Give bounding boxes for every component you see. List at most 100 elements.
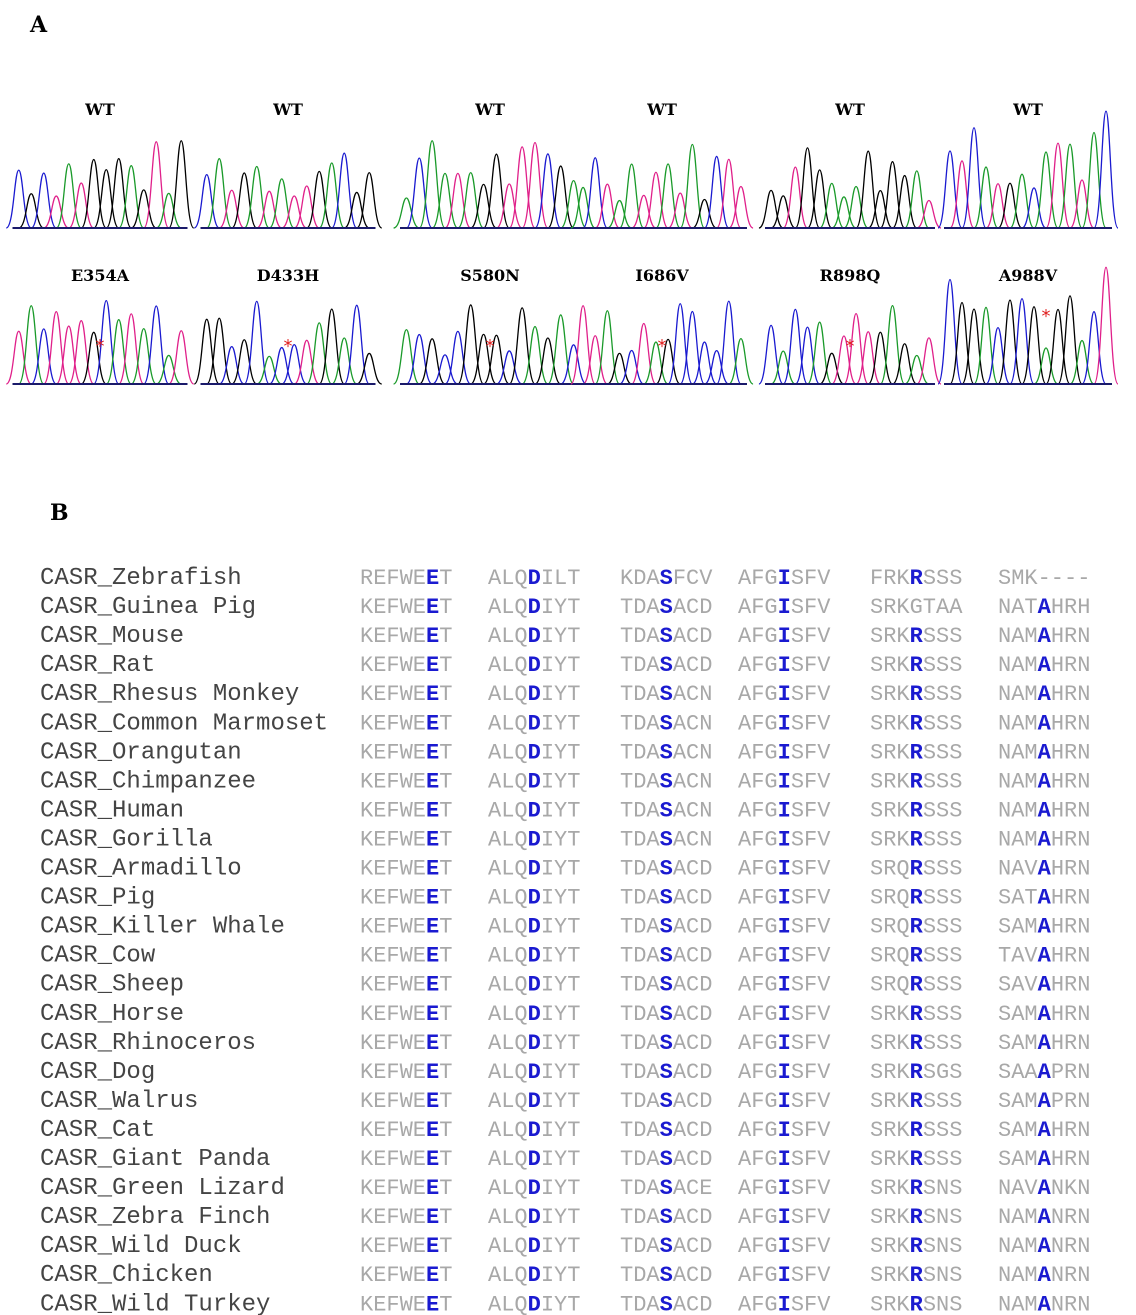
residues: IYT (541, 769, 581, 794)
sequence-segment: TDASACD (620, 595, 712, 620)
residues: NAM (998, 798, 1038, 823)
sequence-segment: ALQDIYT (488, 973, 580, 998)
residues: SRK (870, 740, 910, 765)
conserved-residue: S (660, 1031, 673, 1056)
trace-peak (394, 330, 420, 384)
mutant-title: A988V (998, 266, 1058, 285)
residues: HRH (1051, 595, 1091, 620)
residues: IYT (541, 827, 581, 852)
residues: KEFWE (360, 1263, 426, 1288)
sequence-segment: TDASACD (620, 915, 712, 940)
residues: ACD (673, 857, 713, 882)
trace-peak (332, 338, 357, 384)
conserved-residue: D (528, 1292, 541, 1315)
sequence-segment: SAMAHRN (998, 1147, 1090, 1172)
sequence-segment: KEFWEET (360, 973, 452, 998)
residues: KEFWE (360, 827, 426, 852)
conserved-residue: I (778, 1147, 791, 1172)
residues: NAT (998, 595, 1038, 620)
residues: SFV (791, 1118, 831, 1143)
trace-peak (496, 184, 522, 228)
sequence-segment: KEFWEET (360, 682, 452, 707)
trace-peak (344, 192, 369, 228)
residues: ALQ (488, 1292, 528, 1315)
residues: SAV (998, 973, 1038, 998)
residues: T (439, 769, 452, 794)
residues: ACD (673, 1147, 713, 1172)
residues: SRK (870, 1263, 910, 1288)
sequence-segment: AFGISFV (738, 740, 831, 765)
trace-peak (344, 305, 369, 384)
sequence-segment: AFGISFV (738, 915, 831, 940)
sequence-segment: AFGISFV (738, 1234, 831, 1259)
conserved-residue: E (426, 740, 439, 765)
residues: T (439, 798, 452, 823)
conserved-residue: I (778, 1176, 791, 1201)
residues: HRN (1051, 1147, 1091, 1172)
species-name: CASR_Gorilla (40, 826, 213, 853)
sequence-segment: SRKRSSS (870, 682, 962, 707)
residues: SFV (791, 595, 831, 620)
residues: TDA (620, 857, 660, 882)
mutation-marker: * (486, 336, 495, 357)
sequence-segment: ALQDIYT (488, 1060, 580, 1085)
sequence-segment: SRKRSNS (870, 1205, 962, 1230)
residues: TDA (620, 624, 660, 649)
sequence-segment: SRQRSSS (870, 944, 962, 969)
conserved-residue: E (426, 1147, 439, 1172)
sequence-segment: KEFWEET (360, 1292, 452, 1315)
residues: SFV (791, 624, 831, 649)
conserved-residue: S (660, 1234, 673, 1259)
conserved-residue: S (660, 1147, 673, 1172)
sequence-segment: ALQDILT (488, 566, 580, 591)
residues: ILT (541, 566, 581, 591)
conserved-residue: I (778, 740, 791, 765)
chromatogram (571, 145, 753, 228)
trace-peak (69, 183, 94, 228)
sequence-segment: TDASACN (620, 769, 712, 794)
residues: SSS (923, 566, 963, 591)
residues: HRN (1051, 798, 1091, 823)
sequence-segment: KEFWEET (360, 857, 452, 882)
sequence-segment: KEFWEET (360, 1234, 452, 1259)
residues: ALQ (488, 653, 528, 678)
sequence-segment: ALQDIYT (488, 1205, 580, 1230)
trace-peak (1034, 348, 1058, 384)
sequence-segment: KEFWEET (360, 827, 452, 852)
residues: T (439, 682, 452, 707)
sequence-segment: KDASFCV (620, 566, 713, 591)
residues: SSS (923, 973, 963, 998)
residues: SSS (923, 769, 963, 794)
sequence-segment: KEFWEET (360, 1060, 452, 1085)
sequence-segment: NAMANRN (998, 1292, 1090, 1315)
residues: T (439, 1089, 452, 1114)
sequence-segment: SRKRSNS (870, 1263, 962, 1288)
sequence-segment: SAMAHRN (998, 915, 1090, 940)
residues: IYT (541, 595, 581, 620)
sequence-segment: AFGISFV (738, 595, 831, 620)
conserved-residue: E (426, 566, 439, 591)
sequence-segment: TDASACN (620, 711, 712, 736)
residues: SMK---- (998, 566, 1090, 591)
residues: NAM (998, 1234, 1038, 1259)
residues: SNS (923, 1292, 963, 1315)
conserved-residue: D (528, 1060, 541, 1085)
sequence-segment: SRKRSSS (870, 624, 962, 649)
trace-peak (717, 301, 741, 384)
trace-peak (917, 200, 941, 228)
conserved-residue: R (910, 1147, 924, 1172)
sequence-segment: TDASACD (620, 1118, 712, 1143)
sequence-segment: NAMAHRN (998, 769, 1090, 794)
sequence-segment: KEFWEET (360, 769, 452, 794)
conserved-residue: A (1038, 711, 1052, 736)
residues: AFG (738, 944, 778, 969)
sequence-segment: ALQDIYT (488, 798, 580, 823)
residues: HRN (1051, 857, 1091, 882)
residues: SRK (870, 1002, 910, 1027)
residues: SRK (870, 769, 910, 794)
residues: KEFWE (360, 1205, 426, 1230)
residues: TDA (620, 1292, 660, 1315)
mutation-marker: * (1042, 306, 1051, 327)
sequence-segment: SAVAHRN (998, 973, 1090, 998)
residues: AFG (738, 1031, 778, 1056)
